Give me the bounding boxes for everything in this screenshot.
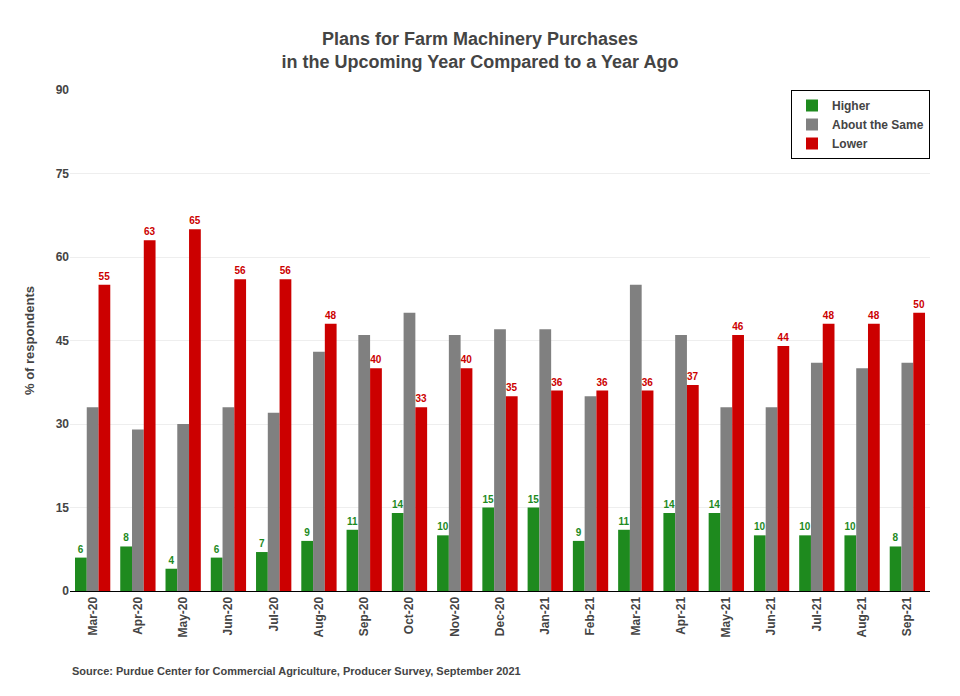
svg-text:90: 90	[56, 83, 70, 97]
svg-text:10: 10	[437, 521, 449, 532]
svg-text:8: 8	[123, 532, 129, 543]
svg-text:10: 10	[754, 521, 766, 532]
svg-text:75: 75	[56, 167, 70, 181]
svg-text:48: 48	[325, 310, 337, 321]
svg-text:37: 37	[687, 371, 699, 382]
svg-text:4: 4	[168, 555, 174, 566]
svg-text:Jun-21: Jun-21	[764, 596, 778, 635]
svg-text:36: 36	[551, 377, 563, 388]
svg-text:6: 6	[214, 544, 220, 555]
svg-text:9: 9	[304, 527, 310, 538]
svg-text:Lower: Lower	[832, 137, 868, 151]
svg-text:Apr-21: Apr-21	[674, 596, 688, 634]
svg-text:14: 14	[392, 499, 404, 510]
svg-text:63: 63	[144, 226, 156, 237]
svg-text:30: 30	[56, 417, 70, 431]
svg-text:0: 0	[62, 584, 69, 598]
svg-text:Mar-21: Mar-21	[629, 596, 643, 635]
svg-text:10: 10	[799, 521, 811, 532]
svg-text:65: 65	[189, 215, 201, 226]
svg-text:Plans for Farm Machinery Purch: Plans for Farm Machinery Purchasesin the…	[282, 29, 679, 72]
svg-text:May-21: May-21	[719, 596, 733, 637]
svg-text:14: 14	[664, 499, 676, 510]
svg-text:Mar-20: Mar-20	[86, 596, 100, 635]
svg-text:10: 10	[845, 521, 857, 532]
svg-text:About the Same: About the Same	[832, 118, 924, 132]
svg-text:33: 33	[415, 393, 427, 404]
svg-text:Sep-21: Sep-21	[900, 596, 914, 636]
svg-text:48: 48	[868, 310, 880, 321]
svg-text:36: 36	[597, 377, 609, 388]
svg-text:40: 40	[461, 354, 473, 365]
svg-text:15: 15	[482, 494, 494, 505]
svg-text:8: 8	[893, 532, 899, 543]
svg-text:Jan-21: Jan-21	[538, 596, 552, 634]
svg-text:6: 6	[78, 544, 84, 555]
svg-text:Jul-20: Jul-20	[267, 596, 281, 631]
svg-text:Higher: Higher	[832, 99, 870, 113]
svg-text:7: 7	[259, 538, 265, 549]
svg-text:Jul-21: Jul-21	[810, 596, 824, 631]
svg-text:40: 40	[370, 354, 382, 365]
svg-text:Feb-21: Feb-21	[583, 596, 597, 635]
svg-text:11: 11	[347, 516, 358, 527]
svg-text:46: 46	[732, 321, 744, 332]
svg-text:45: 45	[56, 334, 70, 348]
svg-text:15: 15	[56, 501, 70, 515]
svg-text:56: 56	[280, 265, 292, 276]
svg-text:48: 48	[823, 310, 835, 321]
svg-text:Oct-20: Oct-20	[402, 596, 416, 634]
svg-text:Aug-20: Aug-20	[312, 596, 326, 637]
svg-text:9: 9	[576, 527, 582, 538]
svg-text:44: 44	[778, 332, 790, 343]
svg-text:35: 35	[506, 382, 518, 393]
svg-text:Sep-20: Sep-20	[357, 596, 371, 636]
svg-text:Apr-20: Apr-20	[131, 596, 145, 634]
svg-text:55: 55	[99, 271, 111, 282]
svg-text:Nov-20: Nov-20	[448, 596, 462, 636]
svg-text:% of respondents: % of respondents	[22, 286, 37, 395]
svg-text:50: 50	[913, 299, 925, 310]
svg-text:36: 36	[642, 377, 654, 388]
svg-text:Jun-20: Jun-20	[221, 596, 235, 635]
svg-text:Dec-20: Dec-20	[493, 596, 507, 636]
svg-text:Source: Purdue Center for Comm: Source: Purdue Center for Commercial Agr…	[72, 665, 521, 677]
svg-text:14: 14	[709, 499, 721, 510]
svg-text:Aug-21: Aug-21	[855, 596, 869, 637]
svg-text:11: 11	[619, 516, 630, 527]
svg-text:15: 15	[528, 494, 540, 505]
svg-text:56: 56	[234, 265, 246, 276]
svg-text:May-20: May-20	[176, 596, 190, 637]
svg-text:60: 60	[56, 250, 70, 264]
